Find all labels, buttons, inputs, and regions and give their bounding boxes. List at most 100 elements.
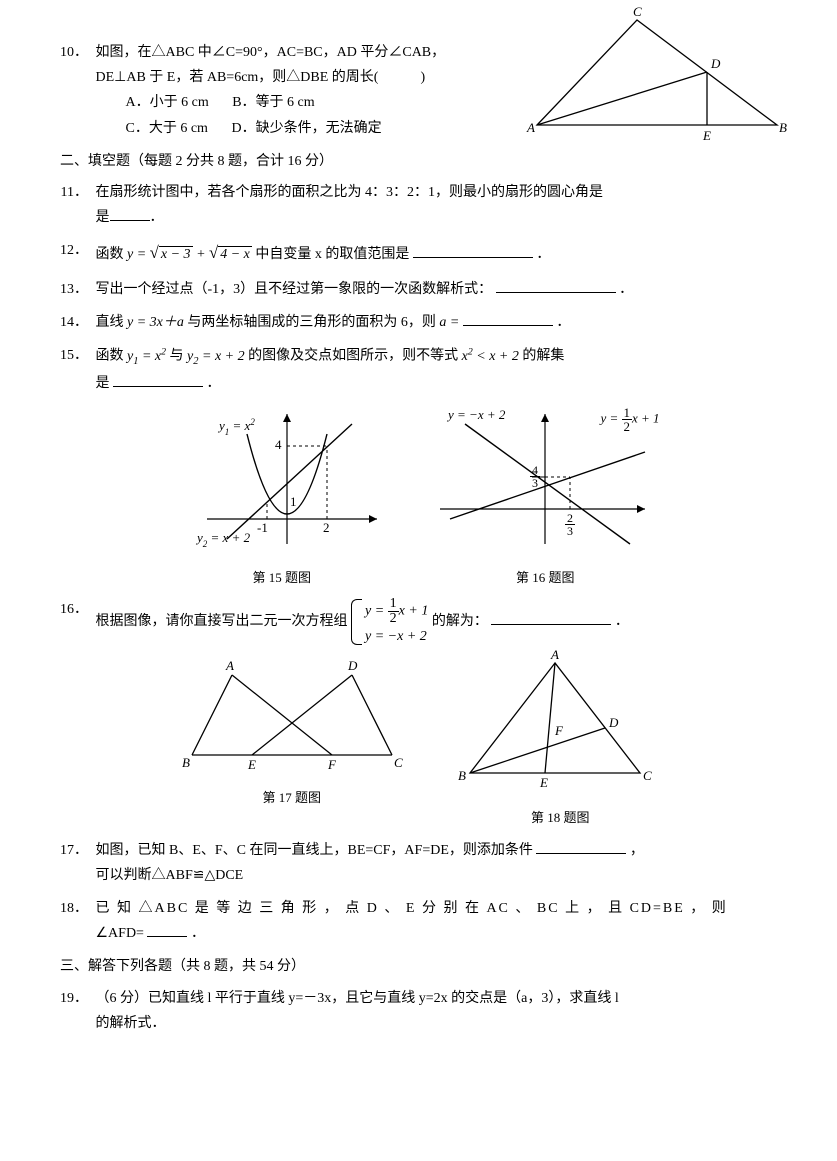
question-19: 19． （6 分）已知直线 l 平行于直线 y=－3x，且它与直线 y=2x 的…	[60, 986, 777, 1036]
question-10: 10． 如图，在△ABC 中∠C=90°，AC=BC，AD 平分∠CAB， DE…	[60, 40, 777, 141]
figure-16: y = −x + 2 y = 12x + 1 43 23 第 16 题图	[430, 404, 660, 589]
triangle-abc-svg: A B C D E	[527, 10, 787, 150]
q16-a: 根据图像，请你直接写出二元一次方程组	[96, 614, 348, 629]
svg-text:B: B	[182, 755, 190, 770]
q15-y2: y2 = x + 2	[187, 349, 245, 364]
figure-17-caption: 第 17 题图	[172, 786, 412, 809]
q15-d: 是	[96, 376, 110, 391]
q18-body: 已 知 △ABC 是 等 边 三 角 形 ， 点 D 、 E 分 别 在 AC …	[96, 896, 776, 946]
question-16: 16． 根据图像，请你直接写出二元一次方程组 y = 12x + 1 y = −…	[60, 597, 777, 647]
q11-body: 在扇形统计图中，若各个扇形的面积之比为 4：3：2：1，则最小的扇形的圆心角是 …	[96, 180, 776, 230]
q10-opt-c: C．大于 6 cm	[126, 116, 208, 141]
q14-text-b: 与两坐标轴围成的三角形的面积为 6，则	[187, 315, 439, 330]
question-11: 11． 在扇形统计图中，若各个扇形的面积之比为 4：3：2：1，则最小的扇形的圆…	[60, 180, 777, 230]
svg-text:C: C	[643, 768, 652, 783]
q15-body: 函数 y1 = x2 与 y2 = x + 2 的图像及交点如图所示，则不等式 …	[96, 343, 776, 397]
q19-b: 的解析式．	[96, 1016, 166, 1031]
svg-text:D: D	[608, 715, 619, 730]
q13-number: 13．	[60, 277, 88, 302]
q19-body: （6 分）已知直线 l 平行于直线 y=－3x，且它与直线 y=2x 的交点是（…	[96, 986, 776, 1036]
svg-text:D: D	[710, 56, 721, 71]
q16-blank[interactable]	[491, 610, 611, 625]
q16-body: 根据图像，请你直接写出二元一次方程组 y = 12x + 1 y = −x + …	[96, 597, 776, 647]
q13-body: 写出一个经过点（-1，3）且不经过第一象限的一次函数解析式： ．	[96, 277, 776, 302]
svg-text:C: C	[633, 4, 642, 19]
figure-15-svg: y1 = x2 y2 = x + 2 4 1 -1 2	[177, 404, 387, 554]
q12-text-a: 函数	[96, 247, 128, 262]
svg-text:y1 = x2: y1 = x2	[217, 417, 255, 437]
svg-text:E: E	[702, 128, 711, 143]
q10-body: 如图，在△ABC 中∠C=90°，AC=BC，AD 平分∠CAB， DE⊥AB …	[96, 40, 516, 141]
q13-tail: ．	[619, 282, 633, 297]
q16-b: 的解为：	[432, 614, 488, 629]
svg-text:A: A	[526, 120, 535, 135]
svg-text:E: E	[247, 757, 256, 772]
q15-tail: ．	[207, 376, 221, 391]
q19-number: 19．	[60, 986, 88, 1011]
svg-text:2: 2	[323, 520, 330, 535]
q13-blank[interactable]	[496, 278, 616, 293]
q14-expr: y = 3x＋a	[127, 315, 184, 330]
q10-opt-d: D．缺少条件，无法确定	[231, 116, 381, 141]
figure-18-caption: 第 18 题图	[455, 806, 665, 829]
q10-opt-b: B．等于 6 cm	[232, 90, 314, 115]
q12-number: 12．	[60, 238, 88, 263]
q11-tail: ．	[150, 210, 164, 225]
q10-options: A．小于 6 cm B．等于 6 cm C．大于 6 cm D．缺少条件，无法确…	[126, 90, 516, 140]
figure-15: y1 = x2 y2 = x + 2 4 1 -1 2 第 15 题图	[177, 404, 387, 589]
question-15: 15． 函数 y1 = x2 与 y2 = x + 2 的图像及交点如图所示，则…	[60, 343, 777, 397]
q15-y1: y1 = x2	[127, 349, 166, 364]
q10-line2: DE⊥AB 于 E，若 AB=6cm，则△DBE 的周长( )	[96, 70, 426, 85]
q13-text: 写出一个经过点（-1，3）且不经过第一象限的一次函数解析式：	[96, 282, 493, 297]
q15-a: 函数	[96, 349, 128, 364]
q17-blank[interactable]	[536, 839, 626, 854]
svg-text:y2 = x + 2: y2 = x + 2	[195, 530, 251, 549]
q15-blank[interactable]	[113, 372, 203, 387]
q11-text: 在扇形统计图中，若各个扇形的面积之比为 4：3：2：1，则最小的扇形的圆心角是	[96, 185, 604, 200]
question-12: 12． 函数 y = x − 3 + 4 − x 中自变量 x 的取值范围是 ．	[60, 238, 777, 268]
q15-c: 的解集	[522, 349, 564, 364]
q16-number: 16．	[60, 597, 88, 622]
svg-text:C: C	[394, 755, 403, 770]
q11-number: 11．	[60, 180, 88, 205]
figure-16-svg: y = −x + 2 y = 12x + 1 43 23	[430, 404, 660, 554]
svg-text:y = −x + 2: y = −x + 2	[446, 407, 506, 422]
q18-b: ∠AFD=	[96, 926, 144, 941]
figure-16-caption: 第 16 题图	[430, 566, 660, 589]
svg-text:A: A	[225, 658, 234, 673]
question-18: 18． 已 知 △ABC 是 等 边 三 角 形 ， 点 D 、 E 分 别 在…	[60, 896, 777, 946]
q17-number: 17．	[60, 838, 88, 863]
q14-number: 14．	[60, 310, 88, 335]
q17-body: 如图，已知 B、E、F、C 在同一直线上，BE=CF，AF=DE，则添加条件 ，…	[96, 838, 776, 888]
q18-number: 18．	[60, 896, 88, 921]
q12-tail: ．	[536, 247, 550, 262]
figure-15-caption: 第 15 题图	[177, 566, 387, 589]
q12-blank[interactable]	[413, 243, 533, 258]
figure-18: A B C D E F 第 18 题图	[455, 655, 665, 830]
q17-a: 如图，已知 B、E、F、C 在同一直线上，BE=CF，AF=DE，则添加条件	[96, 843, 533, 858]
q12-body: 函数 y = x − 3 + 4 − x 中自变量 x 的取值范围是 ．	[96, 238, 776, 268]
q18-blank[interactable]	[147, 922, 187, 937]
q14-blank[interactable]	[463, 311, 553, 326]
svg-text:-1: -1	[257, 520, 268, 535]
q15-number: 15．	[60, 343, 88, 368]
q10-number: 10．	[60, 40, 88, 65]
question-13: 13． 写出一个经过点（-1，3）且不经过第一象限的一次函数解析式： ．	[60, 277, 777, 302]
svg-text:1: 1	[290, 494, 297, 509]
svg-text:F: F	[327, 757, 337, 772]
q16-tail: ．	[615, 614, 629, 629]
q12-expr: y = x − 3 + 4 − x	[127, 247, 255, 262]
svg-text:B: B	[458, 768, 466, 783]
svg-text:D: D	[347, 658, 358, 673]
q15-ineq: x2 < x + 2	[462, 349, 519, 364]
figures-17-18: A D B E F C 第 17 题图 A B C D E F 第 18 题图	[60, 655, 777, 830]
q14-text-a: 直线	[96, 315, 128, 330]
q18-tail: ．	[191, 926, 205, 941]
q14-tail: ．	[556, 315, 570, 330]
figures-15-16: y1 = x2 y2 = x + 2 4 1 -1 2 第 15 题图 y = …	[60, 404, 777, 589]
q14-body: 直线 y = 3x＋a 与两坐标轴围成的三角形的面积为 6，则 a = ．	[96, 310, 776, 335]
q10-opt-a: A．小于 6 cm	[126, 90, 209, 115]
q11-blank[interactable]	[110, 206, 150, 221]
figure-18-svg: A B C D E F	[455, 655, 665, 795]
svg-text:4: 4	[275, 437, 282, 452]
